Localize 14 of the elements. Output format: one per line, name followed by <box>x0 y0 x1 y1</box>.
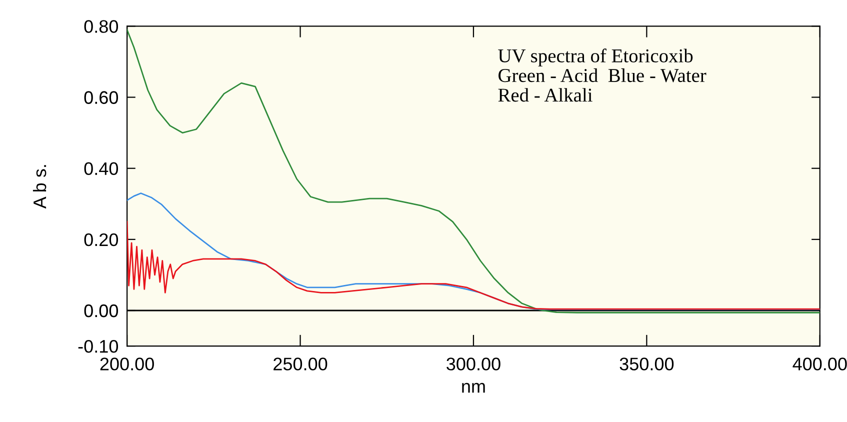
x-tick-label: 350.00 <box>620 358 674 370</box>
x-tick-label: 300.00 <box>446 358 500 370</box>
x-tick-label: 200.00 <box>100 358 154 370</box>
x-tick-label: 400.00 <box>792 358 847 370</box>
y-tick-label: 0.60 <box>84 91 118 104</box>
annotation: UV spectra of Etoricoxib Green - Acid Blue - Water Red - Alkali <box>498 48 706 102</box>
y-tick-label: -0.10 <box>78 340 118 353</box>
x-axis-title: nm <box>462 382 485 393</box>
x-tick-label: 250.00 <box>274 358 328 370</box>
y-tick-label: 0.00 <box>84 304 118 318</box>
y-tick-label: 0.40 <box>84 162 118 176</box>
y-tick-label: 0.80 <box>84 20 118 33</box>
y-axis-title: A b s. <box>32 165 46 209</box>
y-tick-label: 0.20 <box>84 233 118 246</box>
